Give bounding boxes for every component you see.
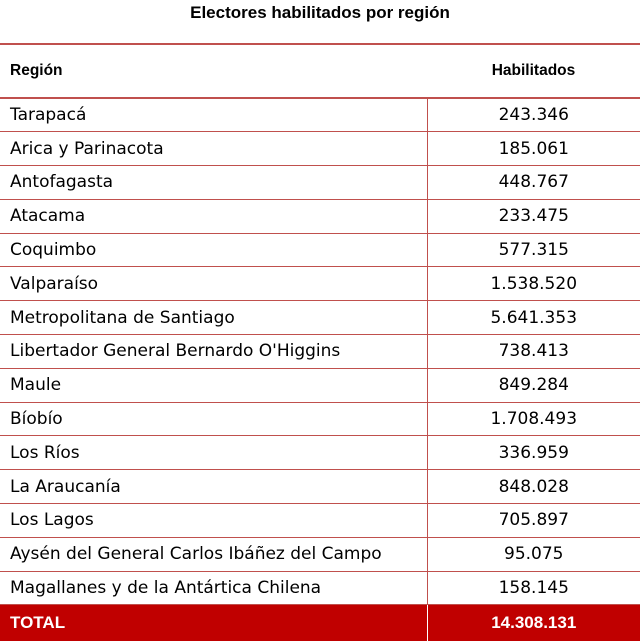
habilitados-cell: 577.315 (427, 233, 640, 268)
region-cell: Atacama (0, 199, 428, 234)
table-row: Libertador General Bernardo O'Higgins 73… (0, 334, 640, 369)
habilitados-cell: 1.708.493 (427, 402, 640, 437)
habilitados-cell: 849.284 (427, 368, 640, 403)
table-row: Maule 849.284 (0, 368, 640, 403)
table-row: Arica y Parinacota 185.061 (0, 131, 640, 167)
habilitados-cell: 336.959 (427, 435, 640, 471)
table-row: Atacama 233.475 (0, 199, 640, 234)
region-cell: Coquimbo (0, 233, 428, 268)
habilitados-cell: 705.897 (427, 503, 640, 538)
region-cell: Los Ríos (0, 435, 428, 471)
habilitados-cell: 1.538.520 (427, 266, 640, 302)
table-row: Los Ríos 336.959 (0, 435, 640, 471)
region-cell: Libertador General Bernardo O'Higgins (0, 334, 428, 369)
habilitados-cell: 738.413 (427, 334, 640, 369)
table-row: Magallanes y de la Antártica Chilena 158… (0, 571, 640, 606)
total-row: TOTAL 14.308.131 (0, 604, 640, 641)
column-header-region: Región (0, 43, 427, 99)
habilitados-cell: 233.475 (427, 199, 640, 234)
title-spacer (0, 26, 640, 43)
region-cell: Tarapacá (0, 98, 428, 133)
habilitados-cell: 185.061 (427, 131, 640, 167)
region-cell: Bíobío (0, 402, 428, 437)
habilitados-cell: 243.346 (427, 98, 640, 133)
table-row: Los Lagos 705.897 (0, 503, 640, 538)
table-row: Bíobío 1.708.493 (0, 402, 640, 437)
habilitados-cell: 448.767 (427, 165, 640, 200)
habilitados-cell: 5.641.353 (427, 300, 640, 336)
table-row: Aysén del General Carlos Ibáñez del Camp… (0, 537, 640, 572)
table-row: La Araucanía 848.028 (0, 469, 640, 505)
header-row: Región Habilitados (0, 43, 640, 99)
table-row: Valparaíso 1.538.520 (0, 266, 640, 302)
region-cell: Valparaíso (0, 266, 428, 302)
region-cell: Los Lagos (0, 503, 428, 538)
table-row: Coquimbo 577.315 (0, 233, 640, 268)
region-cell: Antofagasta (0, 165, 428, 200)
habilitados-cell: 848.028 (427, 469, 640, 505)
habilitados-cell: 95.075 (427, 537, 640, 572)
region-cell: La Araucanía (0, 469, 428, 505)
total-label: TOTAL (0, 604, 428, 641)
region-cell: Metropolitana de Santiago (0, 300, 428, 336)
column-header-habilitados: Habilitados (427, 43, 640, 99)
total-value: 14.308.131 (491, 613, 577, 633)
table-row: Antofagasta 448.767 (0, 165, 640, 200)
region-cell: Arica y Parinacota (0, 131, 428, 167)
table-row: Tarapacá 243.346 (0, 98, 640, 133)
habilitados-cell: 158.145 (427, 571, 640, 606)
region-cell: Maule (0, 368, 428, 403)
region-cell: Magallanes y de la Antártica Chilena (0, 571, 428, 606)
voters-table: Región Habilitados Tarapacá 243.346 Aric… (0, 43, 640, 641)
table-title: Electores habilitados por región (190, 3, 450, 22)
region-cell: Aysén del General Carlos Ibáñez del Camp… (0, 537, 428, 572)
table-row: Metropolitana de Santiago 5.641.353 (0, 300, 640, 336)
